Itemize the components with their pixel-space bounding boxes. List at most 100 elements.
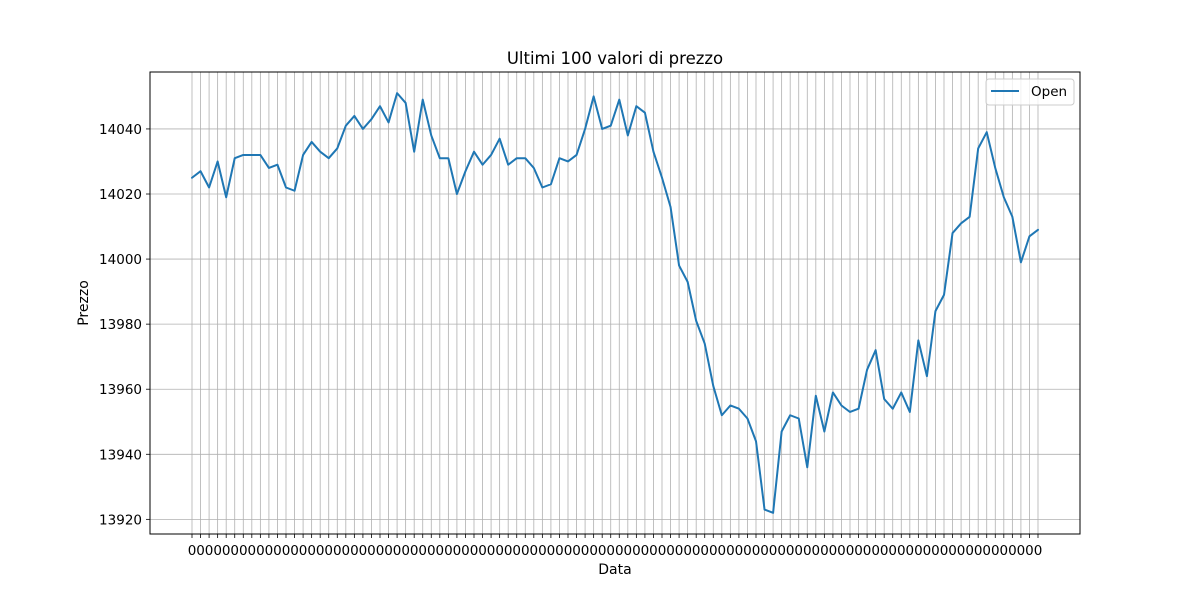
x-tick-label: 0 [1000,543,1009,559]
x-tick-label: 0 [555,543,564,559]
x-axis-label: Data [598,562,631,578]
x-tick-label: 0 [957,543,966,559]
x-tick-label: 0 [273,543,282,559]
x-tick-label: 0 [453,543,462,559]
x-tick-label: 0 [1025,543,1034,559]
x-tick-label: 0 [564,543,573,559]
x-tick-label: 0 [743,543,752,559]
x-tick-label: 0 [324,543,333,559]
x-tick-label: 0 [837,543,846,559]
legend-box [985,78,1075,106]
x-tick-label: 0 [547,543,556,559]
y-tick-label: 13980 [99,317,142,333]
grid-layer [150,72,1080,534]
x-tick-label: 0 [1008,543,1017,559]
y-tick-label: 14040 [99,122,142,138]
x-tick-label: 0 [461,543,470,559]
x-tick-label: 0 [803,543,812,559]
x-tick-label: 0 [906,543,915,559]
x-tick-label: 0 [624,543,633,559]
y-axis-label: Prezzo [76,280,92,326]
y-tick-label: 13960 [99,382,142,398]
x-tick-label: 0 [606,543,615,559]
x-tick-label: 0 [794,543,803,559]
x-tick-label: 0 [470,543,479,559]
x-tick-label: 0 [282,543,291,559]
x-tick-label: 0 [418,543,427,559]
x-tick-label: 0 [871,543,880,559]
y-tick-label: 14020 [99,187,142,203]
x-tick-label: 0 [196,543,205,559]
x-tick-label: 0 [333,543,342,559]
x-tick-label: 0 [188,543,197,559]
x-tick-label: 0 [265,543,274,559]
x-tick-label: 0 [888,543,897,559]
series-layer [191,92,1039,514]
x-tick-label: 0 [829,543,838,559]
x-tick-label: 0 [615,543,624,559]
y-tick-label: 14000 [99,252,142,268]
x-tick-label: 0 [538,543,547,559]
x-tick-label: 0 [709,543,718,559]
x-tick-label: 0 [649,543,658,559]
x-tick-label: 0 [666,543,675,559]
x-tick-label: 0 [718,543,727,559]
x-tick-label: 0 [367,543,376,559]
x-tick-label: 0 [487,543,496,559]
x-tick-label: 0 [641,543,650,559]
x-tick-label: 0 [530,543,539,559]
x-tick-label: 0 [931,543,940,559]
x-tick-label: 0 [307,543,316,559]
x-tick-label: 0 [692,543,701,559]
x-tick-label: 0 [222,543,231,559]
x-tick-label: 0 [350,543,359,559]
x-tick-label: 0 [239,543,248,559]
x-tick-label: 0 [991,543,1000,559]
x-tick-label: 0 [230,543,239,559]
x-tick-label: 0 [854,543,863,559]
x-tick-label: 0 [401,543,410,559]
legend-label-open: Open [1031,84,1067,100]
x-tick-label: 0 [410,543,419,559]
x-tick-label: 0 [897,543,906,559]
x-tick-label: 0 [427,543,436,559]
x-tick-label: 0 [589,543,598,559]
x-tick-label: 0 [256,543,265,559]
x-tick-label: 0 [675,543,684,559]
x-tick-label: 0 [521,543,530,559]
x-tick-label: 0 [760,543,769,559]
x-tick-label: 0 [726,543,735,559]
x-tick-label: 0 [846,543,855,559]
x-tick-label: 0 [572,543,581,559]
chart-title: Ultimi 100 valori di prezzo [507,49,723,68]
x-tick-label: 0 [700,543,709,559]
x-tick-label: 0 [512,543,521,559]
x-tick-label: 0 [658,543,667,559]
x-tick-label: 0 [735,543,744,559]
x-tick-label: 0 [205,543,214,559]
x-tick-label: 0 [384,543,393,559]
x-tick-label: 0 [812,543,821,559]
y-tick-label: 13920 [99,512,142,528]
x-tick-label: 0 [598,543,607,559]
x-tick-label: 0 [436,543,445,559]
x-tick-label: 0 [982,543,991,559]
series-line-open [191,92,1039,514]
x-tick-label: 0 [213,543,222,559]
x-tick-label: 0 [863,543,872,559]
x-tick-label: 0 [880,543,889,559]
x-tick-label: 0 [777,543,786,559]
x-tick-label: 0 [820,543,829,559]
x-tick-label: 0 [290,543,299,559]
x-tick-label: 0 [248,543,257,559]
x-tick-label: 0 [342,543,351,559]
x-tick-label: 0 [376,543,385,559]
x-tick-label: 0 [632,543,641,559]
x-tick-label: 0 [769,543,778,559]
x-tick-label: 0 [914,543,923,559]
x-tick-label: 0 [965,543,974,559]
x-tick-label: 0 [444,543,453,559]
x-tick-label: 0 [940,543,949,559]
